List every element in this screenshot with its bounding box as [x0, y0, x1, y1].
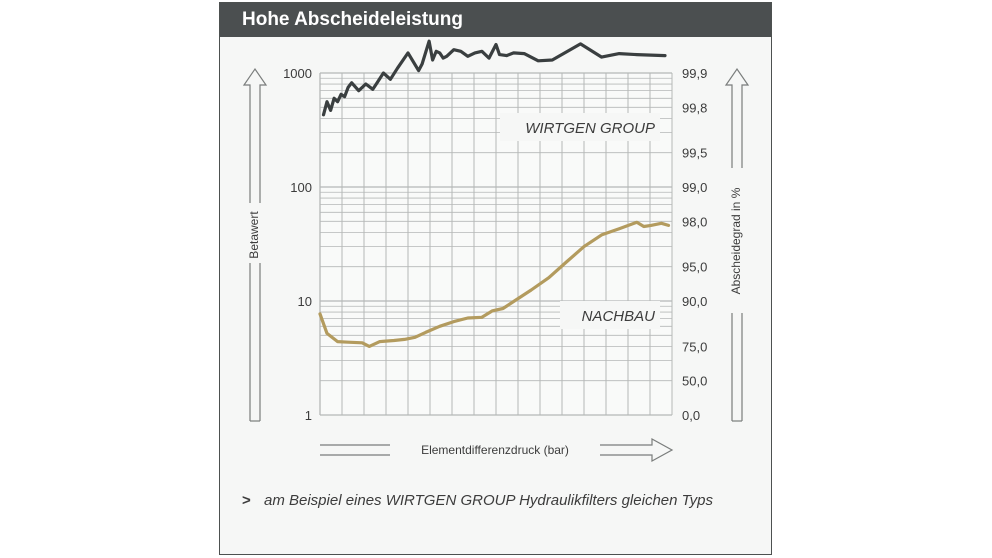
right-axis-title: Abscheidegrad in %: [729, 187, 743, 294]
left-tick-label: 10: [298, 294, 312, 309]
left-tick-label: 100: [290, 180, 312, 195]
right-tick-label: 50,0: [682, 374, 707, 389]
left-tick-label: 1000: [283, 66, 312, 81]
right-axis-arrow: [724, 67, 750, 422]
left-tick-label: 1: [305, 408, 312, 423]
series-layer: [318, 39, 671, 348]
chart-card: Hohe Abscheideleistung WIRTGEN GROUP NAC…: [219, 2, 772, 555]
right-tick-label: 98,0: [682, 214, 707, 229]
right-tick-label: 90,0: [682, 294, 707, 309]
bottom-axis-arrow: [320, 437, 674, 463]
right-y-axis-ticks: 99,9 99,8 99,5 99,0 98,0 95,0 90,0 75,0 50,0 0,0: [682, 66, 707, 423]
right-tick-label: 99,8: [682, 100, 707, 115]
card-title: Hohe Abscheideleistung: [242, 9, 463, 30]
left-y-axis-ticks: 1 10 100 1000: [283, 66, 312, 423]
left-axis-title: Betawert: [247, 211, 261, 259]
wirtgen-series-label: WIRTGEN GROUP: [525, 120, 655, 137]
right-tick-label: 99,0: [682, 180, 707, 195]
right-tick-label: 99,9: [682, 66, 707, 81]
wirtgen-label-box: [500, 113, 660, 141]
right-tick-label: 0,0: [682, 408, 700, 423]
footnote-text: am Beispiel eines WIRTGEN GROUP Hydrauli…: [264, 492, 714, 509]
right-tick-label: 95,0: [682, 260, 707, 275]
nachbau-label-box: [560, 301, 660, 329]
wirtgen-series-line: [321, 39, 667, 117]
footnote-marker: >: [242, 492, 251, 509]
card-header: Hohe Abscheideleistung: [220, 3, 771, 37]
left-axis-arrow: [242, 67, 268, 422]
nachbau-series-label: NACHBAU: [582, 308, 656, 325]
right-tick-label: 75,0: [682, 339, 707, 354]
right-tick-label: 99,5: [682, 146, 707, 161]
x-axis-title: Elementdifferenzdruck (bar): [421, 443, 569, 457]
nachbau-series-line: [318, 220, 671, 348]
